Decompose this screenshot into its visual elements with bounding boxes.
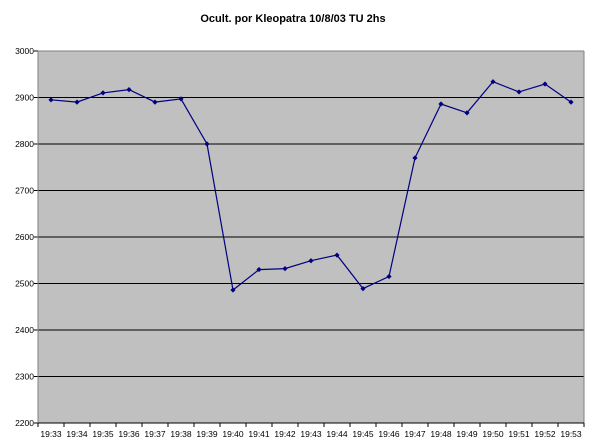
data-point [126,86,132,93]
x-tick-label: 19:40 [222,429,244,439]
data-point [178,96,184,102]
y-tick-label: 2800 [15,139,34,149]
data-point [516,89,522,95]
x-tick-label: 19:46 [378,429,400,439]
data-point [412,155,418,161]
y-tick-label: 2700 [15,186,34,196]
data-point [568,99,574,105]
data-point [230,287,236,293]
data-point [282,266,288,272]
data-point [152,99,158,105]
x-tick-label: 19:33 [40,429,62,439]
x-tick-label: 19:38 [170,429,192,439]
x-tick-label: 19:41 [248,429,270,439]
data-point [386,273,392,280]
data-point [74,99,80,105]
data-point [438,101,444,107]
x-tick-label: 19:35 [92,429,114,439]
y-tick-label: 2900 [15,93,34,103]
data-point [464,110,470,116]
data-point [100,90,106,96]
x-tick-label: 19:51 [508,429,530,439]
y-tick-label: 2500 [15,279,34,289]
y-tick-label: 2300 [15,372,34,382]
x-tick-label: 19:34 [66,429,88,439]
x-tick-label: 19:39 [196,429,218,439]
chart-title: Ocult. por Kleopatra 10/8/03 TU 2hs [200,13,385,25]
data-point [334,252,340,258]
x-tick-label: 19:53 [560,429,582,439]
x-tick-label: 19:48 [430,429,452,439]
x-tick-label: 19:42 [274,429,296,439]
x-tick-label: 19:37 [144,429,166,439]
x-tick-label: 19:36 [118,429,140,439]
x-tick-label: 19:47 [404,429,426,439]
data-point [542,81,548,87]
x-tick-label: 19:52 [534,429,556,439]
data-point [360,286,366,292]
x-tick-label: 19:50 [482,429,504,439]
y-tick-label: 2600 [15,232,34,242]
data-point [204,141,210,147]
x-tick-label: 19:49 [456,429,478,439]
y-tick-label: 2400 [15,325,34,335]
data-point [308,258,314,264]
x-tick-label: 19:45 [352,429,374,439]
data-point [256,266,262,273]
x-tick-label: 19:44 [326,429,348,439]
data-point [490,79,496,85]
data-point [48,97,54,103]
y-tick-label: 3000 [15,46,34,56]
x-tick-label: 19:43 [300,429,322,439]
y-tick-label: 2200 [15,418,34,428]
